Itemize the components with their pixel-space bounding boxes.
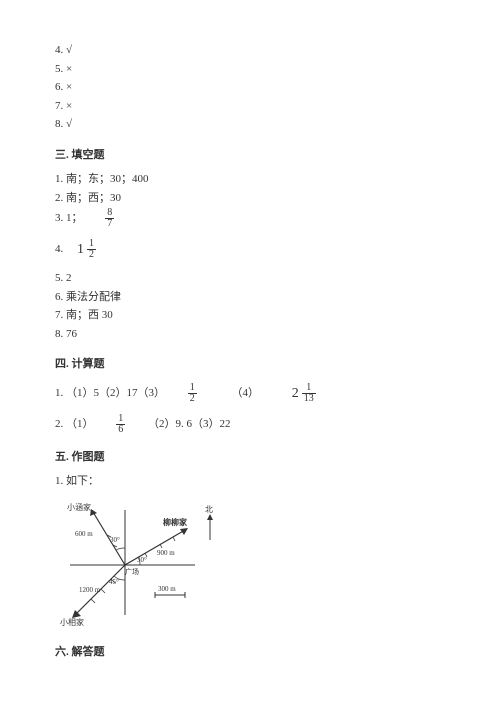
svg-text:30°: 30° (110, 536, 120, 544)
svg-text:小涵家: 小涵家 (67, 502, 91, 512)
tf-answer-list: 4. √ 5. × 6. × 7. × 8. √ (55, 42, 445, 133)
tf-item: 4. √ (55, 42, 445, 59)
fraction: 8 7 (105, 208, 114, 229)
fill-answer-4: 4. 1 1 2 (55, 239, 445, 260)
fill-answer-2: 2. 南；西；30 (55, 190, 445, 207)
diagram-svg: 北 (55, 500, 235, 630)
tf-item: 7. × (55, 98, 445, 115)
svg-text:45°: 45° (109, 578, 119, 586)
svg-text:广场: 广场 (125, 567, 139, 576)
fill-answer-5: 5. 2 (55, 270, 445, 287)
calc-answer-2: 2. （1） 1 6 （2）9. 6（3）22 (55, 414, 445, 435)
section-4-heading: 四. 计算题 (55, 356, 445, 373)
tf-item: 6. × (55, 79, 445, 96)
direction-diagram: 北 (55, 500, 235, 630)
fraction: 1 2 (188, 383, 197, 404)
fill-answer-8: 8. 76 (55, 326, 445, 343)
tf-item: 5. × (55, 61, 445, 78)
page-content: 4. √ 5. × 6. × 7. × 8. √ 三. 填空题 1. 南；东；3… (0, 0, 500, 688)
svg-text:900 m: 900 m (157, 549, 175, 557)
svg-text:小相家: 小相家 (60, 617, 84, 627)
tf-item: 8. √ (55, 116, 445, 133)
section-6-heading: 六. 解答题 (55, 644, 445, 661)
fraction: 1 6 (116, 414, 125, 435)
svg-text:300 m: 300 m (158, 585, 176, 593)
mixed-number: 2 1 13 (292, 383, 318, 404)
fill-answer-1: 1. 南；东；30；400 (55, 171, 445, 188)
section-5-heading: 五. 作图题 (55, 449, 445, 466)
svg-text:30°: 30° (137, 556, 147, 564)
draw-answer-1: 1. 如下： (55, 473, 445, 490)
svg-text:600 m: 600 m (75, 530, 93, 538)
fill-answer-7: 7. 南；西 30 (55, 307, 445, 324)
fill-answer-6: 6. 乘法分配律 (55, 289, 445, 306)
section-3-heading: 三. 填空题 (55, 147, 445, 164)
svg-text:柳柳家: 柳柳家 (163, 517, 188, 527)
calc-answer-1: 1. （1）5（2）17（3） 1 2 （4） 2 1 13 (55, 383, 445, 404)
svg-text:1200 m: 1200 m (79, 586, 101, 594)
fill-answer-3: 3. 1； 8 7 (55, 208, 445, 229)
north-label: 北 (205, 505, 213, 514)
mixed-number: 1 1 2 (77, 239, 98, 260)
